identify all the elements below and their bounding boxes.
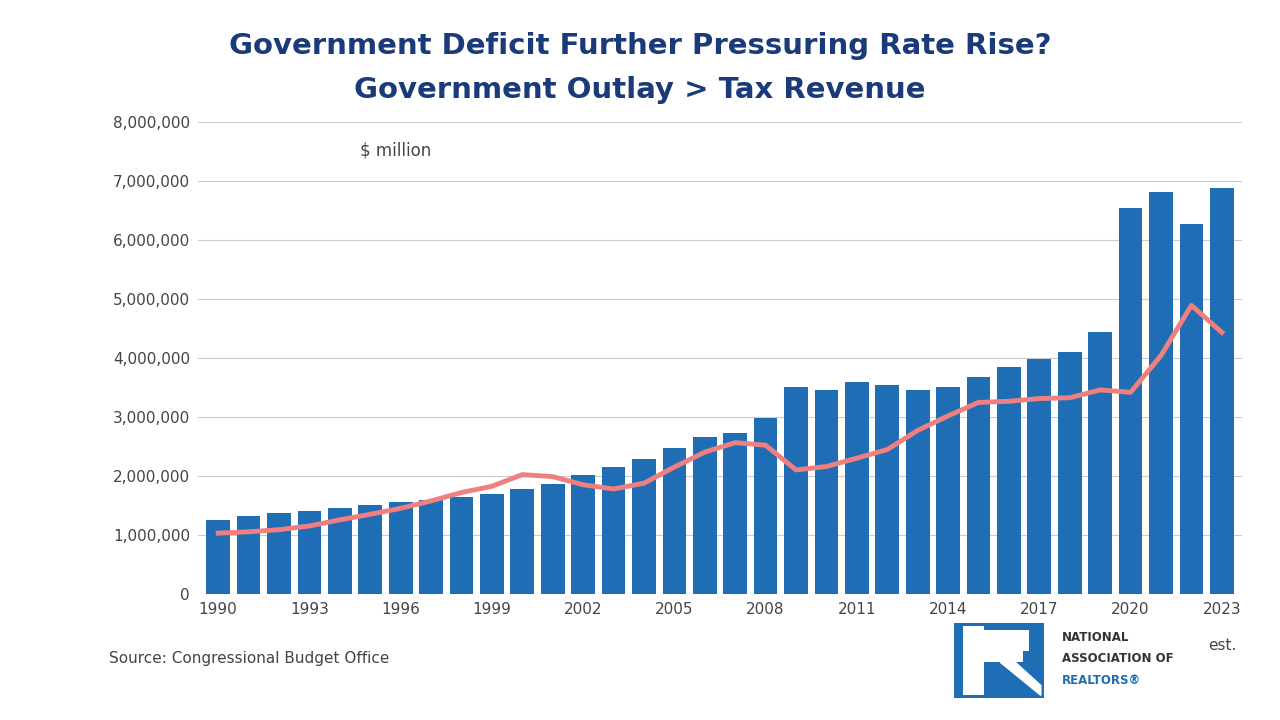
Bar — [1119, 208, 1143, 594]
Bar — [997, 366, 1020, 594]
Bar — [954, 624, 1044, 698]
Bar — [328, 508, 352, 594]
Bar — [1210, 188, 1234, 594]
Bar — [1028, 359, 1051, 594]
Bar — [723, 433, 748, 594]
Text: $ million: $ million — [360, 141, 431, 159]
Text: est.: est. — [1207, 639, 1236, 654]
Text: Source: Congressional Budget Office: Source: Congressional Budget Office — [109, 652, 389, 666]
Bar — [268, 513, 291, 594]
Bar — [966, 377, 991, 594]
Bar — [358, 505, 383, 594]
Bar — [297, 511, 321, 594]
Bar — [632, 459, 655, 594]
Text: ASSOCIATION OF: ASSOCIATION OF — [1062, 652, 1174, 665]
Bar — [984, 648, 1023, 662]
Text: Government Outlay > Tax Revenue: Government Outlay > Tax Revenue — [355, 76, 925, 104]
Bar — [814, 390, 838, 594]
Bar — [541, 484, 564, 594]
Bar — [1149, 192, 1172, 594]
Text: Government Deficit Further Pressuring Rate Rise?: Government Deficit Further Pressuring Ra… — [229, 32, 1051, 60]
Bar — [692, 438, 717, 594]
Bar — [237, 516, 260, 594]
Bar — [480, 494, 504, 594]
Bar — [936, 387, 960, 594]
Bar — [754, 418, 777, 594]
Bar — [876, 385, 899, 594]
Bar — [963, 630, 1029, 651]
Bar — [602, 467, 626, 594]
Bar — [206, 520, 230, 594]
Bar — [1180, 224, 1203, 594]
Bar — [449, 497, 474, 594]
Bar — [845, 382, 869, 594]
Bar — [906, 390, 929, 594]
Bar — [1088, 332, 1112, 594]
Bar — [963, 626, 984, 696]
Bar — [785, 387, 808, 594]
Bar — [1057, 352, 1082, 594]
Bar — [663, 449, 686, 594]
Text: REALTORS®: REALTORS® — [1062, 674, 1142, 687]
Bar — [571, 475, 595, 594]
Bar — [511, 489, 534, 594]
Bar — [389, 502, 412, 594]
Polygon shape — [1000, 662, 1041, 696]
Text: NATIONAL: NATIONAL — [1062, 631, 1129, 644]
Bar — [420, 500, 443, 594]
